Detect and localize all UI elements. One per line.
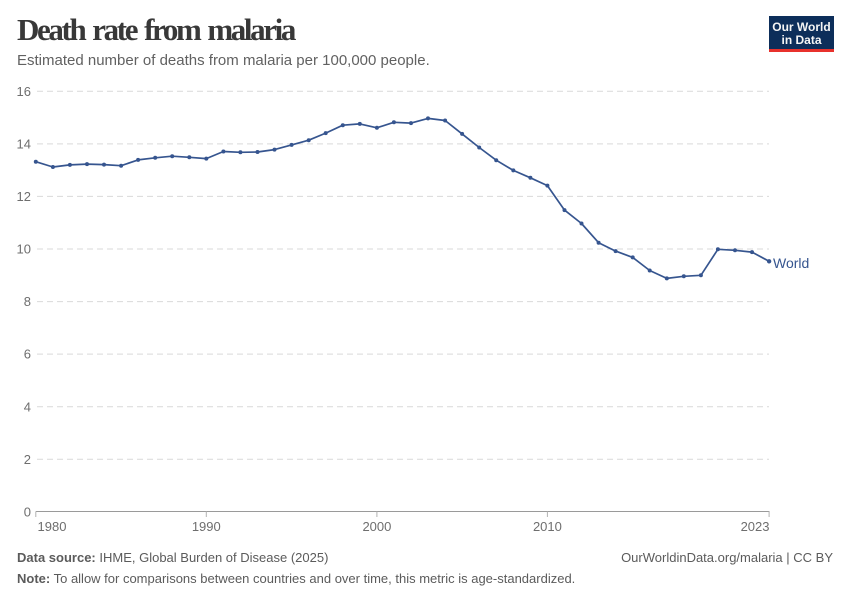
svg-text:16: 16 bbox=[17, 84, 31, 99]
svg-text:12: 12 bbox=[17, 189, 31, 204]
svg-text:1980: 1980 bbox=[38, 519, 67, 534]
svg-text:14: 14 bbox=[17, 137, 31, 152]
svg-text:2010: 2010 bbox=[533, 519, 562, 534]
svg-text:1990: 1990 bbox=[192, 519, 221, 534]
svg-text:2000: 2000 bbox=[362, 519, 391, 534]
svg-text:10: 10 bbox=[17, 242, 31, 257]
svg-text:8: 8 bbox=[24, 294, 31, 309]
svg-text:6: 6 bbox=[24, 347, 31, 362]
svg-text:2023: 2023 bbox=[741, 519, 770, 534]
svg-text:0: 0 bbox=[24, 504, 31, 519]
svg-text:4: 4 bbox=[24, 399, 31, 414]
svg-text:2: 2 bbox=[24, 452, 31, 467]
